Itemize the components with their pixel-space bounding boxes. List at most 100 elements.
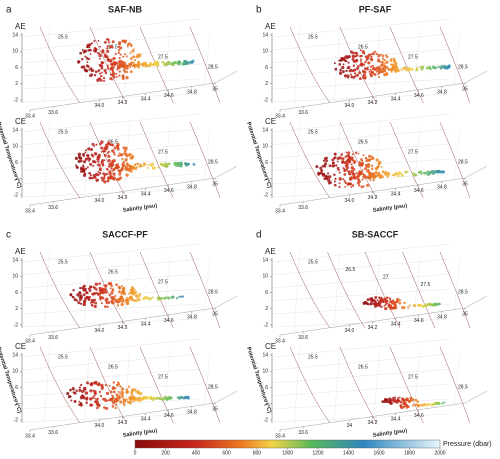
x-tick-label: 34.0	[95, 423, 105, 429]
scatter-dot	[111, 177, 114, 180]
scatter-dot	[394, 171, 398, 175]
scatter-dot	[106, 64, 110, 67]
scatter-dot	[354, 151, 358, 155]
grid-line	[163, 30, 171, 93]
scatter-dot	[383, 58, 386, 62]
scatter-dot	[358, 77, 362, 81]
scatter-dot	[76, 293, 80, 297]
scatter-dot	[369, 303, 372, 306]
scatter-dot	[127, 42, 132, 46]
grid-line	[271, 243, 451, 263]
scatter-dot	[88, 176, 92, 180]
scatter-dot	[80, 58, 84, 61]
scatter-dot	[101, 178, 105, 182]
scatter-dot	[368, 154, 372, 158]
scatter-dot	[106, 143, 109, 145]
scatter-dot	[115, 393, 119, 397]
scatter-dot	[426, 170, 430, 174]
scatter-dot	[118, 152, 121, 155]
scatter-dot	[109, 60, 112, 63]
scatter-dot	[417, 304, 421, 307]
scatter-dot	[121, 387, 125, 391]
scatter-dot	[91, 142, 95, 146]
scatter-dot	[389, 306, 393, 310]
scatter-dot	[111, 40, 115, 44]
scatter-dot	[398, 172, 401, 175]
grid-line	[271, 143, 451, 159]
colorbar-tick-label: 1000	[282, 450, 293, 456]
scatter-dot	[89, 398, 92, 401]
scatter-dot	[89, 53, 92, 55]
x-tick-label: 33.6	[48, 430, 58, 436]
density-contour	[189, 251, 221, 329]
scatter-dot	[113, 153, 116, 156]
scatter-dot	[373, 302, 377, 306]
scatter-dot	[166, 165, 169, 168]
scatter-dot	[111, 405, 115, 408]
scatter-dot	[103, 53, 107, 57]
scatter-dot	[380, 305, 383, 308]
scatter-dot	[338, 182, 341, 185]
x-tick-label: 34.4	[141, 321, 151, 327]
x-tick-label: 34.2	[118, 195, 128, 201]
scatter-dot	[390, 63, 393, 66]
scatter-dot	[128, 292, 131, 295]
scatter-dot	[140, 62, 143, 65]
scatter-dot	[78, 291, 82, 295]
scatter-dot	[341, 70, 345, 74]
scatter-dot	[398, 396, 401, 399]
scatter-dot	[388, 300, 392, 303]
density-label: 25.5	[58, 34, 68, 40]
scatter-dot	[358, 173, 361, 176]
scatter-dot	[350, 186, 353, 189]
x-tick-label: 34.6	[414, 188, 424, 194]
scatter-dot	[138, 396, 141, 399]
scatter-dot	[176, 396, 179, 399]
scatter-dot	[428, 302, 432, 306]
grid-line	[271, 258, 451, 276]
scatter-dot	[328, 164, 332, 168]
scatter-dot	[371, 72, 375, 75]
x-tick-label: 34.4	[391, 416, 401, 422]
scatter-dot	[142, 397, 145, 401]
x-tick-label: 34.8	[187, 315, 197, 321]
scatter-dot	[107, 58, 110, 61]
scatter-dot	[350, 73, 353, 76]
scatter-dot	[356, 181, 360, 185]
scatter-dot	[437, 65, 440, 69]
scatter-dot	[85, 291, 89, 295]
scatter-dot	[360, 62, 364, 66]
scatter-dot	[347, 172, 351, 176]
scatter-dot	[115, 75, 118, 78]
scatter-dot	[132, 55, 136, 59]
scatter-dot	[148, 63, 152, 67]
grid-line	[271, 288, 451, 302]
x-tick-label: 34.4	[391, 321, 401, 327]
scatter-dot	[130, 61, 133, 65]
scatter-dot	[118, 290, 121, 293]
y-axis-label: Potential Temperature (°C)	[245, 346, 272, 414]
y-tick-label: -2	[264, 97, 269, 103]
scatter-dot	[342, 63, 345, 66]
density-label: 25.5	[58, 129, 68, 135]
scatter-dot	[175, 297, 179, 300]
ts-plot: CE 25.5 26.5 27.5 28.5 33.4 33.6 34.0 34.2 34.4 34…	[0, 113, 238, 214]
grid-line	[21, 258, 201, 276]
scatter-dot	[122, 69, 125, 72]
plot-label: CE	[15, 342, 26, 351]
scatter-dot	[78, 388, 82, 392]
scatter-dot	[108, 282, 111, 285]
scatter-dot	[383, 298, 386, 301]
scatter-dot	[157, 166, 159, 169]
scatter-dot	[352, 64, 356, 67]
y-tick-label: 14	[262, 32, 268, 38]
scatter-dot	[112, 172, 116, 176]
scatter-dot	[88, 171, 91, 175]
y-tick-label: 14	[262, 127, 268, 133]
x-tick-label: 34.8	[187, 90, 197, 96]
scatter-dot	[80, 159, 83, 163]
scatter-dot	[148, 297, 152, 300]
scatter-dot	[351, 153, 354, 156]
scatter-dot	[88, 46, 91, 49]
scatter-dot	[82, 396, 86, 400]
